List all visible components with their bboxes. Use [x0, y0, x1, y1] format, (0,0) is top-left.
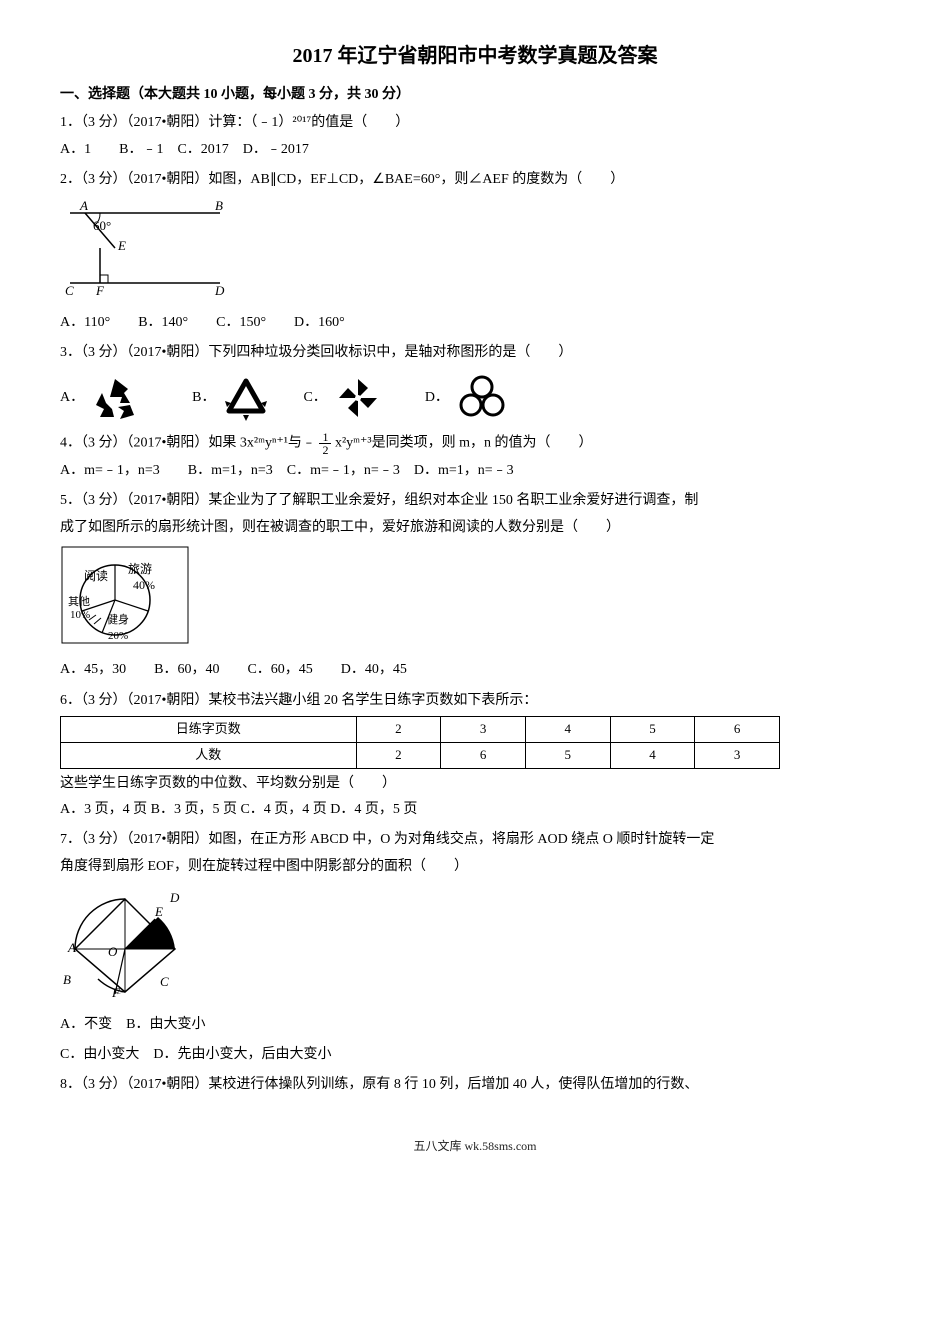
q3-opt-d-label: D． [425, 387, 449, 409]
table-cell: 4 [610, 742, 695, 768]
table-cell: 5 [610, 717, 695, 743]
q2-label-F: F [95, 283, 105, 298]
recycle-arrows-icon [90, 373, 140, 423]
table-cell: 4 [525, 717, 610, 743]
q4-text-after: x²yᵐ⁺³是同类项，则 m，n 的值为（ ） [335, 435, 593, 450]
question-1-options: A．1 B．﹣1 C．2017 D．﹣2017 [60, 139, 890, 161]
q3-options-row: A． B． C． D． [60, 373, 890, 423]
pinwheel-icon [333, 373, 383, 423]
pie-val-fitness: 20% [108, 630, 128, 642]
question-7-line1: 7．（3 分）（2017•朝阳）如图，在正方形 ABCD 中，O 为对角线交点，… [60, 829, 890, 851]
question-5-options: A．45，30 B．60，40 C．60，45 D．40，45 [60, 659, 890, 681]
q7-F: F [111, 985, 121, 999]
table-cell: 6 [695, 717, 780, 743]
q2-figure: A B C D E F 60° [60, 198, 890, 306]
question-2: 2．（3 分）（2017•朝阳）如图，AB∥CD，EF⊥CD，∠BAE=60°，… [60, 169, 890, 191]
q2-label-E: E [117, 238, 126, 253]
q7-C: C [160, 974, 169, 989]
question-7-line2: 角度得到扇形 EOF，则在旋转过程中图中阴影部分的面积（ ） [60, 856, 890, 878]
q5-pie-chart: 阅读 旅游 40% 其他 10% 健身 20% [60, 545, 890, 653]
question-2-options: A．110° B．140° C．150° D．160° [60, 312, 890, 334]
q7-B: B [63, 972, 71, 987]
q3-opt-b-label: B． [192, 387, 215, 409]
q2-label-A: A [79, 198, 88, 213]
fraction-icon: 1 2 [319, 431, 331, 456]
three-circles-icon [455, 373, 510, 423]
frac-den: 2 [319, 444, 331, 456]
q3-opt-c-label: C． [303, 387, 326, 409]
q7-figure: A B C D E F O [60, 884, 890, 1007]
q2-label-B: B [215, 198, 223, 213]
question-6-text2: 这些学生日练字页数的中位数、平均数分别是（ ） [60, 773, 890, 795]
q2-angle-label: 60° [93, 218, 111, 233]
question-4-options: A．m=﹣1，n=3 B．m=1，n=3 C．m=﹣1，n=﹣3 D．m=1，n… [60, 460, 890, 482]
table-cell: 人数 [61, 742, 357, 768]
q7-A: A [67, 940, 76, 955]
q7-D: D [169, 890, 180, 905]
table-cell: 2 [356, 717, 441, 743]
page-footer: 五八文库 wk.58sms.com [60, 1137, 890, 1156]
frac-num: 1 [319, 431, 331, 444]
question-3: 3．（3 分）（2017•朝阳）下列四种垃圾分类回收标识中，是轴对称图形的是（ … [60, 342, 890, 364]
table-row: 日练字页数 2 3 4 5 6 [61, 717, 780, 743]
page-title: 2017 年辽宁省朝阳市中考数学真题及答案 [60, 40, 890, 72]
question-7-options-a: A．不变 B．由大变小 [60, 1014, 890, 1036]
q2-label-C: C [65, 283, 74, 298]
table-cell: 5 [525, 742, 610, 768]
table-cell: 3 [695, 742, 780, 768]
table-row: 人数 2 6 5 4 3 [61, 742, 780, 768]
triangle-cycle-icon [221, 373, 271, 423]
q7-O: O [108, 944, 118, 959]
table-cell: 3 [441, 717, 526, 743]
question-6: 6．（3 分）（2017•朝阳）某校书法兴趣小组 20 名学生日练字页数如下表所… [60, 690, 890, 712]
q3-opt-a-label: A． [60, 387, 84, 409]
question-5-line2: 成了如图所示的扇形统计图，则在被调查的职工中，爱好旅游和阅读的人数分别是（ ） [60, 517, 890, 539]
question-4: 4．（3 分）（2017•朝阳）如果 3x²ᵐyⁿ⁺¹与﹣ 1 2 x²yᵐ⁺³… [60, 431, 890, 456]
question-1: 1．（3 分）（2017•朝阳）计算：（﹣1）²⁰¹⁷的值是（ ） [60, 112, 890, 134]
pie-label-fitness: 健身 [107, 612, 129, 626]
table-cell: 2 [356, 742, 441, 768]
question-5-line1: 5．（3 分）（2017•朝阳）某企业为了了解职工业余爱好，组织对本企业 150… [60, 490, 890, 512]
q2-label-D: D [214, 283, 225, 298]
pie-label-other: 其他 [68, 595, 90, 608]
table-cell: 6 [441, 742, 526, 768]
question-7-options-b: C．由小变大 D．先由小变大，后由大变小 [60, 1044, 890, 1066]
pie-label-travel: 旅游 [128, 562, 152, 576]
question-8: 8．（3 分）（2017•朝阳）某校进行体操队列训练，原有 8 行 10 列，后… [60, 1074, 890, 1096]
pie-val-travel: 40% [133, 578, 155, 592]
section-header: 一、选择题（本大题共 10 小题，每小题 3 分，共 30 分） [60, 84, 890, 106]
table-cell: 日练字页数 [61, 717, 357, 743]
pie-label-read: 阅读 [84, 569, 108, 583]
q6-table: 日练字页数 2 3 4 5 6 人数 2 6 5 4 3 [60, 716, 780, 769]
pie-val-other: 10% [70, 609, 90, 621]
question-6-options: A．3 页，4 页 B．3 页，5 页 C．4 页，4 页 D．4 页，5 页 [60, 799, 890, 821]
q7-E: E [154, 904, 163, 919]
q4-text-before: 4．（3 分）（2017•朝阳）如果 3x²ᵐyⁿ⁺¹与﹣ [60, 435, 316, 450]
